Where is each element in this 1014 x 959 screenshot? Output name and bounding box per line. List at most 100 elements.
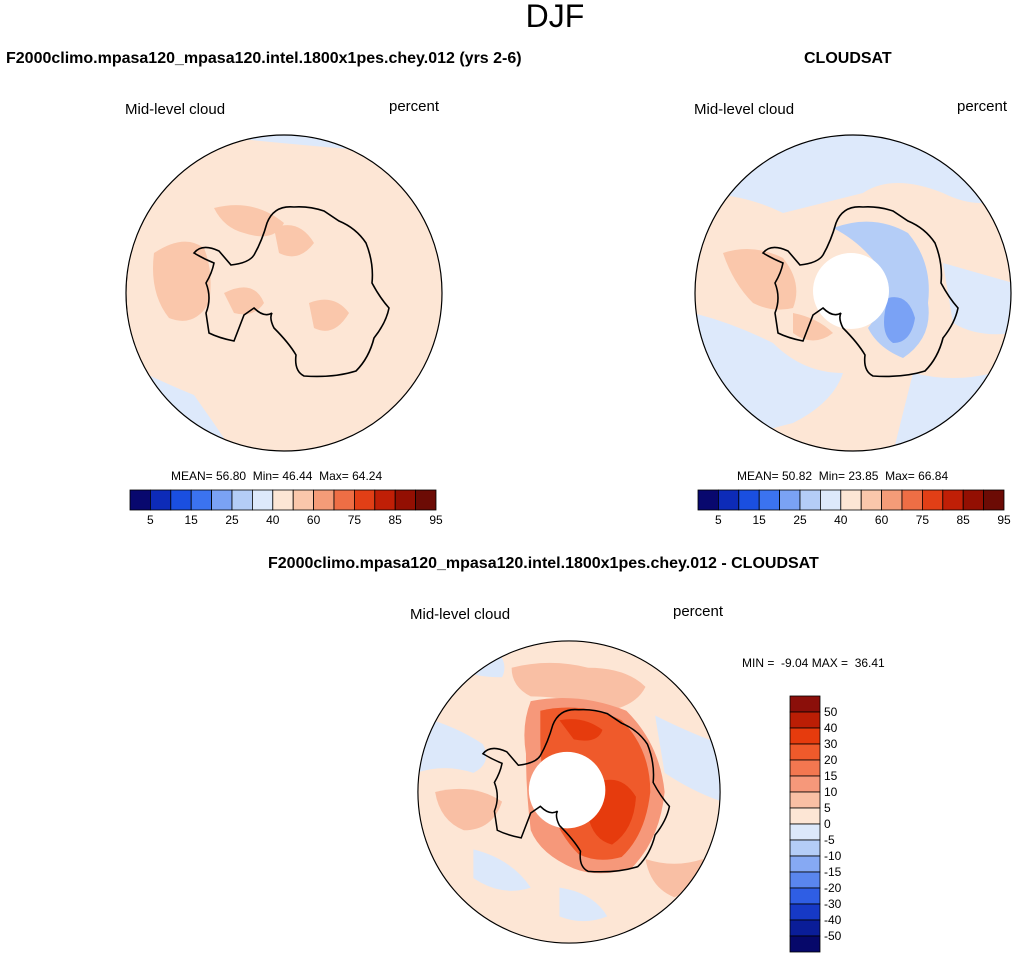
diff-colorbar-tick-label: 0 xyxy=(824,817,831,831)
diff-colorbar-swatch xyxy=(789,903,821,921)
diff-map xyxy=(417,640,721,944)
diff-colorbar-tick-label: 50 xyxy=(824,705,838,719)
obs-colorbar-tick-label: 95 xyxy=(997,513,1011,527)
obs-colorbar-tick-label: 75 xyxy=(915,513,930,527)
obs-units-label: percent xyxy=(957,98,1008,115)
diff-polar-data-gap xyxy=(528,751,606,829)
obs-colorbar-swatch xyxy=(697,489,719,511)
model-colorbar-swatch xyxy=(353,489,376,511)
diff-colorbar-tick-label: 15 xyxy=(824,769,838,783)
diff-colorbar-swatch xyxy=(789,807,821,825)
obs-colorbar-swatch xyxy=(860,489,882,511)
diff-negative-region xyxy=(559,887,608,922)
obs-colorbar-tick-label: 25 xyxy=(793,513,807,527)
model-colorbar-swatch xyxy=(129,489,151,511)
diff-negative-region xyxy=(473,849,531,891)
model-colorbar-swatch xyxy=(292,489,314,511)
diff-colorbar-tick-label: -20 xyxy=(824,881,842,895)
model-colorbar-labels: 5 15 25 40 60 75 85 95 xyxy=(130,513,443,529)
obs-colorbar-swatch xyxy=(921,489,944,511)
model-high-cloud-region xyxy=(309,299,349,331)
diff-colorbar-swatch xyxy=(789,775,821,793)
diff-strong-positive-region xyxy=(559,719,603,741)
model-colorbar-tick-label: 40 xyxy=(266,513,280,527)
diff-colorbar-swatch xyxy=(789,727,821,745)
diff-colorbar-swatch xyxy=(789,743,821,761)
obs-variable-label: Mid-level cloud xyxy=(694,101,795,118)
model-colorbar-swatch xyxy=(190,489,213,511)
model-colorbar xyxy=(129,489,437,511)
model-variable-label: Mid-level cloud xyxy=(125,101,226,118)
diff-negative-region xyxy=(655,715,721,802)
obs-colorbar-swatch xyxy=(799,489,821,511)
model-colorbar-swatch xyxy=(374,489,396,511)
model-panel-title: F2000climo.mpasa120_mpasa120.intel.1800x… xyxy=(6,50,522,67)
diff-colorbar-labels: 50 40 30 20 15 10 5 0 -5 -10 -15 -20 -30 -40 -50 xyxy=(824,696,864,952)
model-colorbar-tick-label: 85 xyxy=(388,513,402,527)
obs-colorbar-swatch xyxy=(758,489,781,511)
diff-colorbar-swatch xyxy=(789,855,821,873)
obs-map xyxy=(694,134,1012,452)
diff-colorbar xyxy=(789,695,821,953)
obs-colorbar-swatch xyxy=(942,489,964,511)
diff-colorbar-tick-label: 5 xyxy=(824,801,831,815)
model-colorbar-swatch xyxy=(415,489,437,511)
diff-colorbar-tick-label: 10 xyxy=(824,785,838,799)
diff-negative-region xyxy=(454,640,505,678)
obs-colorbar-swatch xyxy=(717,489,740,511)
obs-polar-data-gap xyxy=(813,253,889,329)
model-colorbar-swatch xyxy=(170,489,192,511)
model-high-cloud-region xyxy=(153,241,211,321)
model-colorbar-swatch xyxy=(252,489,274,511)
model-colorbar-swatch xyxy=(333,489,355,511)
diff-panel-title: F2000climo.mpasa120_mpasa120.intel.1800x… xyxy=(268,555,819,572)
diff-positive-region xyxy=(435,788,503,831)
obs-colorbar-swatch xyxy=(881,489,903,511)
obs-stats: MEAN= 50.82 Min= 23.85 Max= 66.84 xyxy=(737,469,949,483)
obs-colorbar-swatch xyxy=(820,489,842,511)
diff-colorbar-swatch xyxy=(789,695,821,713)
diff-colorbar-swatch xyxy=(789,823,821,841)
diff-colorbar-tick-label: -50 xyxy=(824,929,842,943)
diff-colorbar-swatch xyxy=(789,759,821,777)
model-colorbar-swatch xyxy=(313,489,335,511)
model-colorbar-tick-label: 60 xyxy=(306,513,321,527)
obs-colorbar-tick-label: 85 xyxy=(956,513,970,527)
obs-panel-title: CLOUDSAT xyxy=(804,50,892,67)
model-colorbar-swatch xyxy=(211,489,233,511)
obs-colorbar-tick-label: 60 xyxy=(874,513,889,527)
obs-low-cloud-region xyxy=(943,263,1011,335)
model-colorbar-tick-label: 25 xyxy=(225,513,239,527)
model-antarctica-coastline xyxy=(192,206,390,378)
obs-colorbar-swatch xyxy=(779,489,801,511)
model-colorbar-tick-label: 95 xyxy=(429,513,443,527)
obs-high-cloud-region xyxy=(793,313,833,341)
diff-units-label: percent xyxy=(673,603,724,620)
model-colorbar-tick-label: 75 xyxy=(347,513,362,527)
obs-colorbar-swatch xyxy=(962,489,985,511)
diff-colorbar-swatch xyxy=(789,871,821,889)
obs-colorbar-labels: 5 15 25 40 60 75 85 95 xyxy=(698,513,1011,529)
model-colorbar-swatch xyxy=(149,489,172,511)
diff-stats: MIN = -9.04 MAX = 36.41 xyxy=(742,656,885,670)
diff-colorbar-swatch xyxy=(789,711,821,729)
model-high-cloud-region xyxy=(274,225,314,257)
model-colorbar-swatch xyxy=(231,489,253,511)
diff-colorbar-tick-label: -15 xyxy=(824,865,842,879)
model-map xyxy=(125,134,443,452)
diff-colorbar-swatch xyxy=(789,887,821,905)
model-colorbar-tick-label: 15 xyxy=(184,513,198,527)
model-colorbar-tick-label: 5 xyxy=(147,513,154,527)
obs-colorbar-swatch xyxy=(983,489,1005,511)
diff-colorbar-tick-label: -40 xyxy=(824,913,842,927)
diff-positive-region xyxy=(511,662,646,711)
diff-colorbar-tick-label: -30 xyxy=(824,897,842,911)
diff-antarctica-coastline xyxy=(481,708,671,873)
diff-colorbar-tick-label: -5 xyxy=(824,833,835,847)
obs-colorbar-tick-label: 15 xyxy=(752,513,766,527)
diff-variable-label: Mid-level cloud xyxy=(410,606,511,623)
diff-colorbar-swatch xyxy=(789,791,821,809)
diff-colorbar-tick-label: 20 xyxy=(824,753,838,767)
obs-low-cloud-region xyxy=(893,373,1011,451)
diff-colorbar-tick-label: 40 xyxy=(824,721,838,735)
